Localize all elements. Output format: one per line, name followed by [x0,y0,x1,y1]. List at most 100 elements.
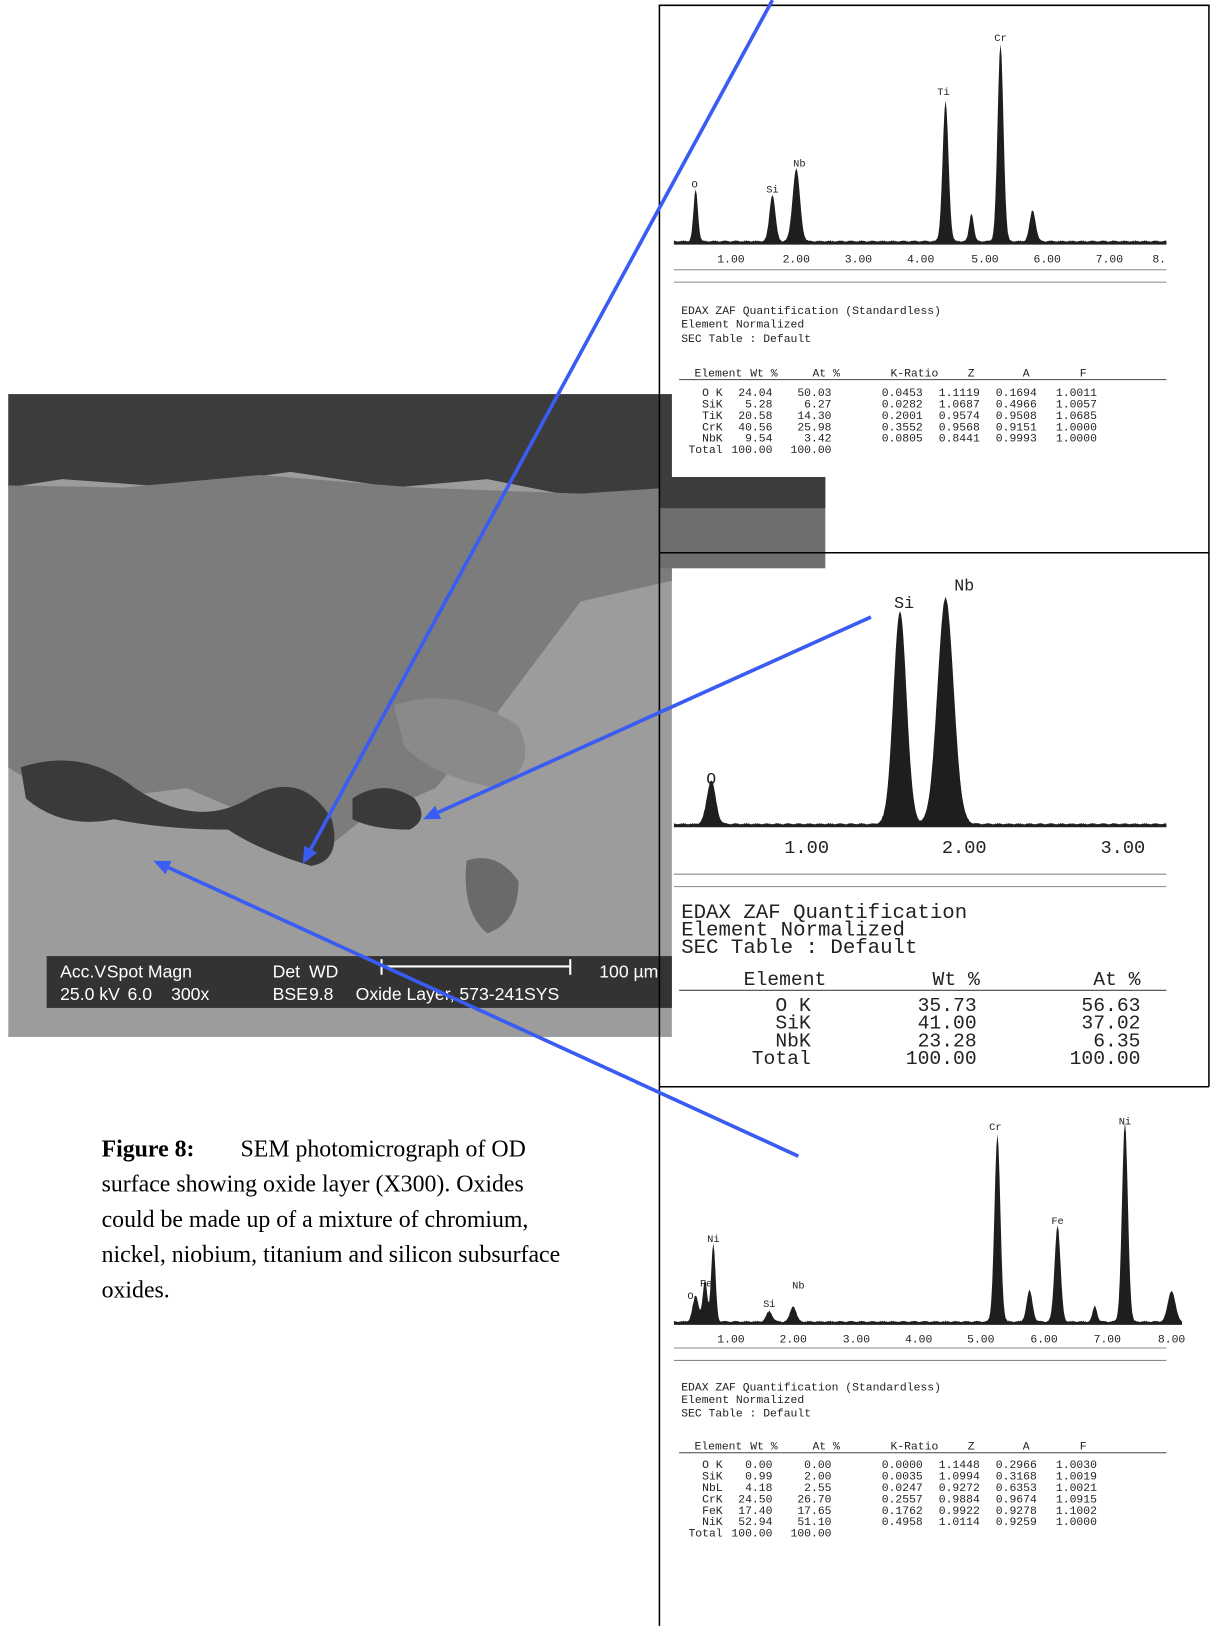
x-tick-label: 2.00 [942,837,987,859]
sem-info-label: Det [273,961,301,981]
report-header: EDAX ZAF Quantification (Standardless) [681,1382,941,1394]
report-header: Element Normalized [681,320,804,332]
table-column-header: Element [744,969,827,991]
table-cell: 51.10 [797,1517,831,1529]
peak-label: Cr [989,1122,1001,1134]
table-cell: 1.0000 [1056,434,1097,446]
sem-info-label: Spot Magn [107,961,192,981]
table-cell: 0.9922 [939,1506,980,1518]
table-cell: Total [688,1529,722,1541]
caption-line: could be made up of a mixture of chromiu… [102,1207,529,1233]
page: {"sem_image": {"info_labels": ["Acc.V", … [0,0,1211,1626]
peak-label: Nb [954,576,974,595]
x-tick-label: 6.00 [1034,254,1062,266]
report-header: EDAX ZAF Quantification (Standardless) [681,306,941,318]
x-tick-label: 2.00 [779,1335,807,1347]
table-cell: 100.00 [906,1048,977,1070]
table-cell: SiK [702,400,723,412]
x-tick-label: 2.00 [783,254,811,266]
table-cell: 1.0030 [1056,1460,1097,1472]
table-cell: 0.9674 [996,1494,1037,1506]
table-cell: CrK [702,422,723,434]
table-cell: 4.18 [745,1483,773,1495]
report-header: SEC Table : Default [681,1408,811,1420]
peak-label: Fe [700,1278,712,1290]
peak-label: Fe [1051,1216,1063,1228]
table-cell: 0.9508 [996,411,1037,423]
table-cell: 5.28 [745,400,773,412]
table-cell: 1.0000 [1056,422,1097,434]
table-cell: 3.42 [804,434,832,446]
peak-label: Nb [792,1281,804,1293]
table-cell: 1.0114 [939,1517,980,1529]
table-cell: 0.6353 [996,1483,1037,1495]
table-cell: 1.0915 [1056,1494,1097,1506]
report-header: SEC Table : Default [681,937,917,960]
table-cell: 0.00 [804,1460,832,1472]
table-column-header: F [1080,1442,1087,1454]
table-cell: 0.0000 [882,1460,923,1472]
table-column-header: Element [695,1442,743,1454]
caption-line: oxides. [102,1277,170,1303]
table-cell: 1.0994 [939,1472,980,1484]
table-cell: 0.0247 [882,1483,923,1495]
report-header: SEC Table : Default [681,334,811,346]
table-cell: Total [752,1048,811,1070]
x-tick-label: 8. [1152,254,1166,266]
table-cell: 9.54 [745,434,773,446]
table-cell: 1.0019 [1056,1472,1097,1484]
peak-label: Cr [994,33,1006,45]
table-cell: CrK [702,1494,723,1506]
x-tick-label: 4.00 [907,254,935,266]
table-cell: 0.9259 [996,1517,1037,1529]
sem-info-value: 6.0 [128,984,153,1004]
table-cell: 0.2001 [882,411,923,423]
table-cell: 0.4966 [996,400,1037,412]
table-cell: 0.99 [745,1472,773,1484]
table-cell: 0.9272 [939,1483,980,1495]
peak-label: O [706,770,716,789]
table-cell: 0.1762 [882,1506,923,1518]
table-cell: Total [688,445,722,457]
caption-line: surface showing oxide layer (X300). Oxid… [102,1172,524,1198]
table-column-header: Wt % [750,1442,778,1454]
table-cell: 52.94 [738,1517,772,1529]
table-cell: 0.9993 [996,434,1037,446]
table-cell: 20.58 [738,411,772,423]
x-tick-label: 1.00 [717,254,745,266]
caption-line: nickel, niobium, titanium and silicon su… [102,1242,561,1268]
x-tick-label: 3.00 [843,1335,871,1347]
table-cell: NbL [702,1483,723,1495]
peak-label: Si [763,1299,775,1311]
table-column-header: A [1023,1442,1030,1454]
table-column-header: Element [695,368,743,380]
table-cell: 0.9278 [996,1506,1037,1518]
sem-image-fragment [659,477,825,508]
x-tick-label: 1.00 [784,837,829,859]
sem-info-value: 300x [171,984,209,1004]
table-cell: 2.00 [804,1472,832,1484]
table-column-header: At % [1093,969,1140,991]
x-tick-label: 5.00 [967,1335,995,1347]
caption-label: Figure 8: [102,1136,195,1162]
table-cell: 0.0453 [882,388,923,400]
table-column-header: K-Ratio [890,368,938,380]
table-column-header: A [1023,368,1030,380]
peak-label: Ni [707,1234,719,1246]
table-cell: 24.04 [738,388,772,400]
x-tick-label: 3.00 [845,254,873,266]
table-column-header: F [1080,368,1087,380]
table-cell: 1.0000 [1056,1517,1097,1529]
sem-info-label: WD [309,961,338,981]
table-cell: 40.56 [738,422,772,434]
spectrum [674,1122,1182,1324]
table-cell: 1.0685 [1056,411,1097,423]
table-cell: 0.0282 [882,400,923,412]
table-cell: 6.27 [804,400,831,412]
table-cell: 0.3552 [882,422,923,434]
table-cell: 0.4958 [882,1517,923,1529]
table-cell: 100.00 [791,445,832,457]
x-tick-label: 8.00 [1158,1335,1186,1347]
table-cell: 1.0057 [1056,400,1097,412]
table-cell: 0.1694 [996,388,1037,400]
